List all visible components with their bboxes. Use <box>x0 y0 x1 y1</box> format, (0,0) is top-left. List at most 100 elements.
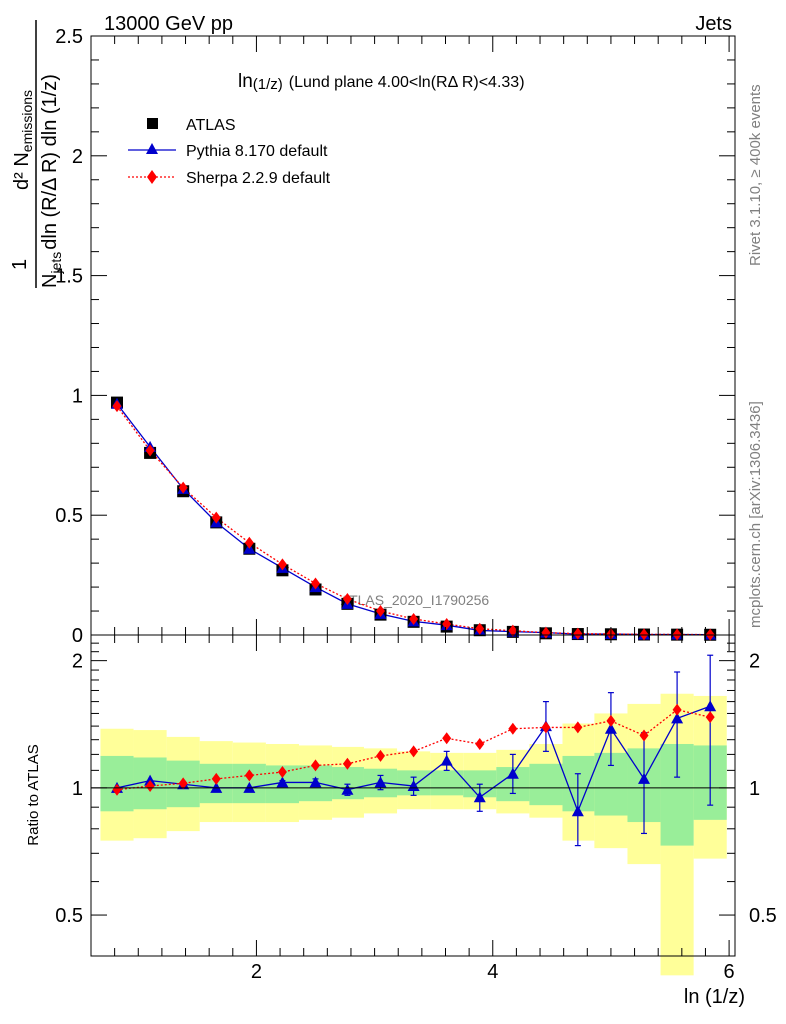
sherpa-ratio-point <box>145 780 155 793</box>
legend-atlas-marker <box>147 118 158 129</box>
y-label-njets-sub: jets <box>48 252 64 275</box>
header-process: Jets <box>695 13 732 35</box>
mcplots-reference-label: mcplots.cern.ch [arXiv:1306.3436] <box>747 401 764 628</box>
legend-pythia-label: Pythia 8.170 default <box>186 143 328 160</box>
sherpa-point <box>508 624 518 637</box>
sherpa-ratio-point <box>475 737 485 750</box>
sherpa-ratio-point <box>508 722 518 735</box>
pythia-ratio-point <box>276 776 289 788</box>
y-label-emissions: emissions <box>19 90 35 152</box>
x-tick-label: 2 <box>251 961 262 983</box>
pythia-ratio-point <box>374 776 387 788</box>
sherpa-point <box>277 558 287 571</box>
main-y-axis-label: 1 d² Nemissions Njets dln (R/Δ R) dln (1/… <box>9 20 64 288</box>
ratio-y-tick-label-right: 1 <box>749 778 760 800</box>
header-energy: 13000 GeV pp <box>104 13 233 35</box>
sherpa-ratio-point <box>672 703 682 716</box>
main-y-tick-label: 2 <box>72 146 83 168</box>
sherpa-ratio-point <box>573 721 583 734</box>
legend-atlas-label: ATLAS <box>186 117 236 134</box>
ratio-y-tick-label: 0.5 <box>55 905 83 927</box>
sherpa-point <box>475 622 485 635</box>
sherpa-ratio-point <box>606 714 616 727</box>
band-inner-bin <box>430 770 464 796</box>
main-y-tick-label: 0.5 <box>55 505 83 527</box>
sherpa-ratio-point <box>244 769 254 782</box>
sherpa-ratio-point <box>311 759 321 772</box>
pythia-ratio-point <box>473 791 486 803</box>
y-label-one: 1 <box>9 259 31 270</box>
pythia-ratio-point <box>440 754 453 766</box>
legend-pythia-marker <box>146 143 158 154</box>
main-y-tick-label: 1 <box>72 385 83 407</box>
main-y-tick-label: 1.5 <box>55 266 83 288</box>
pythia-ratio-point <box>671 712 684 724</box>
legend-sherpa-label: Sherpa 2.2.9 default <box>186 170 331 187</box>
analysis-watermark: ATLAS_2020_I1790256 <box>341 592 490 608</box>
pythia-ratio-point <box>341 783 354 795</box>
sherpa-ratio-point <box>409 745 419 758</box>
sherpa-point <box>376 605 386 618</box>
y-label-njets-n: N <box>39 274 61 288</box>
pythia-ratio-point <box>604 722 617 734</box>
sherpa-point <box>442 617 452 630</box>
ratio-y-tick-label: 1 <box>72 778 83 800</box>
sherpa-ratio-point <box>178 777 188 790</box>
legend-sherpa-marker <box>147 170 157 184</box>
sherpa-ratio-point <box>376 749 386 762</box>
sherpa-point <box>311 577 321 590</box>
y-label-d2: d² N <box>11 152 33 190</box>
ratio-panel-frame <box>90 634 736 957</box>
sherpa-point <box>342 593 352 606</box>
rivet-version-label: Rivet 3.1.10, ≥ 400k events <box>747 84 764 266</box>
legend: ATLAS Pythia 8.170 default Sherpa 2.2.9 … <box>128 117 331 187</box>
main-series-markers <box>110 396 717 641</box>
sherpa-ratio-point <box>442 732 452 745</box>
band-inner-bin <box>529 763 563 806</box>
sherpa-point <box>409 612 419 625</box>
y-label-denominator: dln (R/Δ R) dln (1/z) <box>39 74 61 250</box>
sherpa-ratio-point <box>639 729 649 742</box>
ratio-y-tick-label-right: 0.5 <box>749 905 777 927</box>
panel-title-rest: (Lund plane 4.00<ln(RΔ R)<4.33) <box>289 74 525 91</box>
ratio-y-tick-label: 2 <box>72 651 83 673</box>
sherpa-ratio-point <box>342 757 352 770</box>
ratio-series-markers <box>110 700 717 817</box>
pythia-ratio-point <box>704 700 717 712</box>
x-axis: 2 4 6 <box>90 36 735 983</box>
sherpa-ratio-point <box>211 772 221 785</box>
x-tick-label: 6 <box>724 961 735 983</box>
y-label-njets: Njets dln (R/Δ R) dln (1/z) <box>39 74 64 288</box>
sherpa-point <box>244 536 254 549</box>
pythia-ratio-point <box>506 767 519 779</box>
sherpa-point <box>112 400 122 413</box>
main-y-axis: 0 0.5 1 1.5 2 2.5 <box>55 26 735 647</box>
ratio-y-tick-label-right: 2 <box>749 651 760 673</box>
sherpa-point <box>639 628 649 641</box>
sherpa-ratio-point <box>705 711 715 724</box>
panel-title: ln(1/z) (Lund plane 4.00<ln(RΔ R)<4.33) <box>238 71 525 93</box>
sherpa-ratio-point <box>112 783 122 796</box>
ratio-uncertainty-band-outer <box>100 693 727 976</box>
sherpa-point <box>541 626 551 639</box>
sherpa-point <box>178 481 188 494</box>
pythia-ratio-point <box>309 776 322 788</box>
sherpa-point <box>211 511 221 524</box>
panel-title-main: ln <box>238 71 253 92</box>
x-tick-label: 4 <box>487 961 498 983</box>
main-y-tick-label: 2.5 <box>55 26 83 48</box>
x-axis-label: ln (1/z) <box>684 986 745 1008</box>
main-y-tick-label: 0 <box>72 625 83 647</box>
pythia-ratio-point <box>571 805 584 817</box>
ratio-y-axis: 0.5 0.5 1 1 2 2 <box>55 642 777 927</box>
sherpa-ratio-point <box>277 766 287 779</box>
ratio-y-axis-label: Ratio to ATLAS <box>25 744 42 845</box>
panel-title-sub: (1/z) <box>253 76 283 93</box>
sherpa-ratio-point <box>541 721 551 734</box>
sherpa-point <box>145 444 155 457</box>
sherpa-point <box>672 628 682 641</box>
sherpa-point <box>573 627 583 640</box>
y-label-numerator: d² Nemissions <box>11 90 35 190</box>
pythia-ratio-point <box>638 772 651 784</box>
